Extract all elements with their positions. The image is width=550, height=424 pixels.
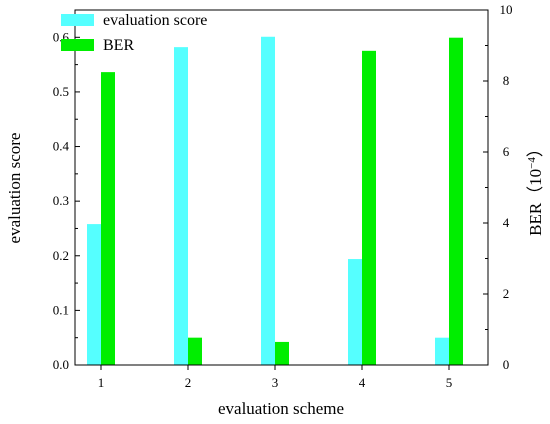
x-axis-tick-label: 4 (359, 375, 366, 390)
right-axis-title-superscript: −4 (526, 157, 538, 169)
plot-frame (74, 9, 489, 366)
left-axis-tick-label: 0.5 (53, 84, 69, 99)
right-axis-title: BER（10−4） (526, 140, 545, 236)
ber-bar-1 (101, 72, 115, 365)
x-axis-tick-label: 3 (272, 375, 279, 390)
evaluation-score-bar-2 (174, 47, 188, 366)
x-axis-tick-label: 5 (446, 375, 453, 390)
ber-bar-3 (275, 341, 289, 365)
evaluation-score-bar-3 (261, 36, 275, 366)
right-axis-tick-label: 0 (503, 357, 510, 372)
right-axis-tick-label: 6 (503, 144, 510, 159)
bars-layer (87, 36, 463, 366)
right-axis-tick-label: 2 (503, 286, 510, 301)
x-axis-tick-label: 2 (185, 375, 192, 390)
left-axis-tick-label: 0.4 (53, 139, 70, 154)
left-axis-tick-label: 0.2 (53, 248, 69, 263)
left-axis-tick-label: 0.0 (53, 357, 69, 372)
legend-swatch-2 (61, 39, 94, 51)
evaluation-score-bar-4 (348, 259, 362, 365)
legend-label-2: BER (103, 37, 134, 54)
legend-label-1: evaluation score (103, 12, 207, 29)
x-axis-tick-label: 1 (98, 375, 105, 390)
evaluation-score-bar-5 (435, 337, 449, 365)
ber-bar-5 (449, 37, 463, 365)
right-axis-tick-label: 8 (503, 73, 510, 88)
evaluation-score-bar-1 (87, 224, 101, 365)
right-axis-tick-label: 4 (503, 215, 510, 230)
right-axis-tick-label: 10 (500, 2, 513, 17)
right-axis-title-suffix: ） (526, 140, 545, 157)
legend: evaluation score BER (61, 12, 207, 54)
ber-bar-4 (362, 50, 376, 365)
legend-swatch-1 (61, 14, 94, 26)
left-axis-title: evaluation score (5, 133, 24, 244)
ber-bar-2 (188, 337, 202, 365)
left-axis-tick-label: 0.1 (53, 302, 69, 317)
left-axis-tick-label: 0.3 (53, 193, 69, 208)
x-axis-title: evaluation scheme (218, 399, 344, 418)
right-axis-title-main: BER（10 (526, 169, 545, 236)
